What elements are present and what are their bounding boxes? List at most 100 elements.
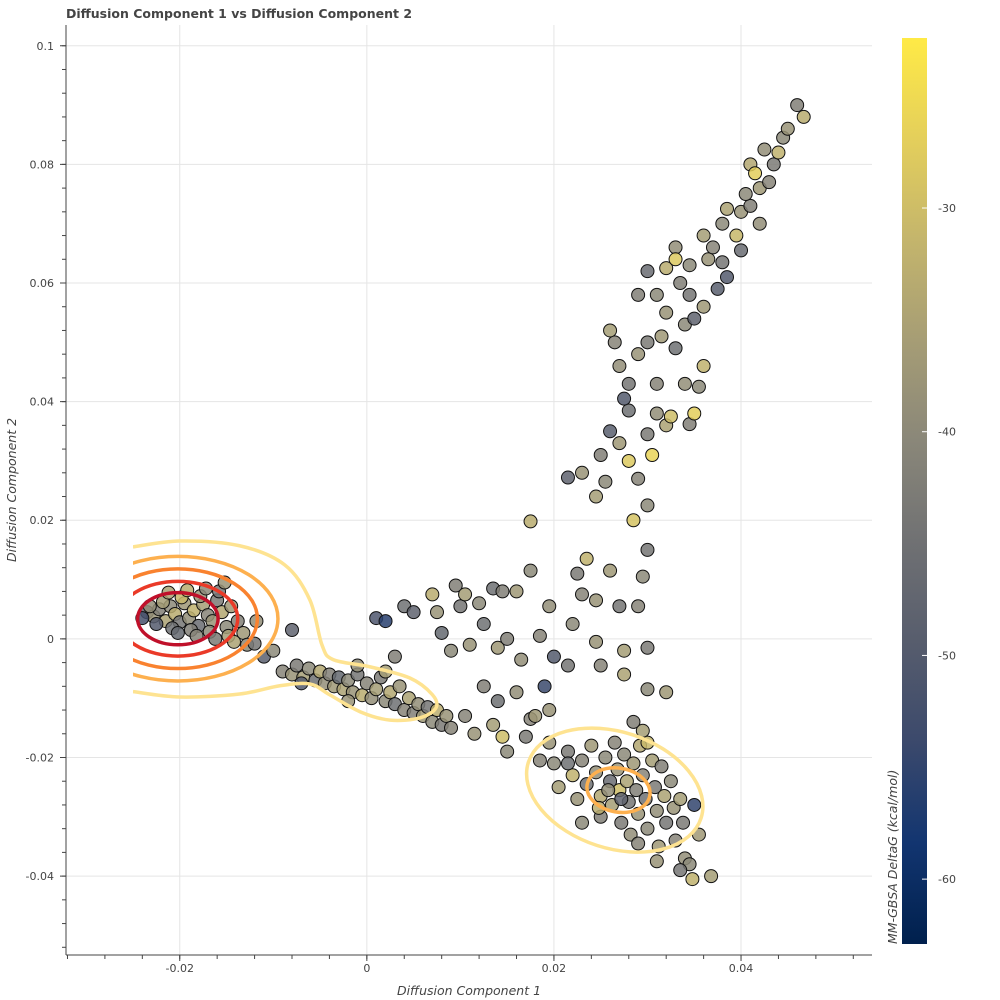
data-point (649, 854, 664, 869)
data-point (631, 599, 646, 614)
data-point (631, 836, 646, 851)
data-point (546, 756, 561, 771)
y-tick-label: 0.06 (30, 277, 55, 290)
data-point (439, 708, 454, 723)
data-point (734, 243, 749, 258)
data-point (523, 563, 538, 578)
data-point (570, 566, 585, 581)
data-point (518, 729, 533, 744)
data-point (720, 270, 734, 285)
data-point (458, 587, 473, 602)
data-point (673, 792, 688, 807)
data-point (635, 569, 650, 584)
data-point (614, 815, 629, 830)
x-tick-label: 0.04 (729, 962, 754, 975)
data-point (603, 563, 618, 578)
data-point (495, 729, 510, 744)
data-point (771, 145, 786, 160)
data-point (589, 489, 604, 504)
data-point (621, 453, 636, 468)
data-point (640, 498, 655, 513)
data-point (601, 783, 616, 798)
data-point (476, 617, 491, 632)
data-point (621, 403, 636, 418)
data-point (584, 738, 599, 753)
data-point (682, 287, 697, 302)
data-point (621, 376, 636, 391)
colorbar-tick-label: -30 (938, 202, 956, 215)
data-point (285, 622, 299, 637)
data-point (579, 551, 594, 566)
data-point (752, 216, 767, 231)
data-point (626, 714, 641, 729)
data-point (208, 631, 223, 646)
data-point (757, 142, 772, 157)
data-point (663, 409, 678, 424)
density-contours (133, 539, 705, 854)
data-point (444, 643, 459, 658)
data-point (523, 514, 538, 529)
data-point (659, 261, 674, 276)
data-point (715, 216, 730, 231)
y-tick-label: -0.02 (26, 751, 54, 764)
data-point (560, 658, 575, 673)
data-point (472, 596, 487, 611)
data-point (458, 708, 473, 723)
data-point (673, 276, 688, 291)
data-point (796, 109, 811, 124)
data-point (289, 658, 304, 673)
data-point (500, 744, 515, 759)
colorbar-title: MM-GBSA DeltaG (kcal/mol) (885, 770, 900, 944)
y-tick-label: -0.04 (26, 870, 54, 883)
data-point (738, 187, 753, 202)
data-point (687, 797, 702, 812)
data-point (387, 649, 402, 664)
colorbar-tick-label: -40 (938, 426, 956, 439)
data-point (546, 649, 561, 664)
data-point (696, 359, 711, 374)
data-point (645, 448, 660, 463)
data-point (705, 240, 720, 255)
data-point (617, 391, 632, 406)
data-point (677, 376, 692, 391)
data-point (462, 637, 477, 652)
data-point (612, 436, 627, 451)
data-point (560, 756, 575, 771)
data-point (673, 863, 688, 878)
colorbar-tick-label: -60 (938, 873, 956, 886)
data-point (430, 605, 444, 620)
data-point (640, 335, 655, 350)
data-point (565, 768, 580, 783)
axes: -0.02 0 0.02 0.04 -0.04 -0.02 0 0.02 0.04 0.06 0.0… (26, 25, 872, 975)
data-point (623, 827, 638, 842)
data-point (687, 406, 702, 421)
colorbar-ramp (902, 38, 927, 944)
data-point (657, 789, 672, 804)
data-point (528, 708, 543, 723)
data-point (715, 255, 730, 270)
density-contour (133, 579, 240, 658)
data-point (729, 228, 744, 243)
data-point (575, 753, 589, 768)
data-point (149, 617, 164, 632)
data-point (687, 311, 702, 326)
data-point (617, 643, 632, 658)
chart-title: Diffusion Component 1 vs Diffusion Compo… (66, 6, 412, 21)
plot-area[interactable] (60, 25, 872, 955)
data-point (495, 584, 510, 599)
data-point (619, 774, 634, 789)
data-point (434, 625, 449, 640)
data-point (631, 287, 646, 302)
data-point (631, 471, 646, 486)
x-tick-label: 0.02 (542, 962, 567, 975)
x-tick-label: 0 (363, 962, 370, 975)
data-point (607, 335, 622, 350)
grid-lines (60, 25, 872, 955)
data-point (696, 228, 711, 243)
data-point (537, 679, 552, 694)
data-point (626, 756, 641, 771)
density-contour (135, 590, 220, 647)
colorbar: MM-GBSA DeltaG (kcal/mol) -30 -40 -50 -60 (885, 38, 956, 944)
data-point (640, 427, 655, 442)
data-point (369, 682, 384, 697)
